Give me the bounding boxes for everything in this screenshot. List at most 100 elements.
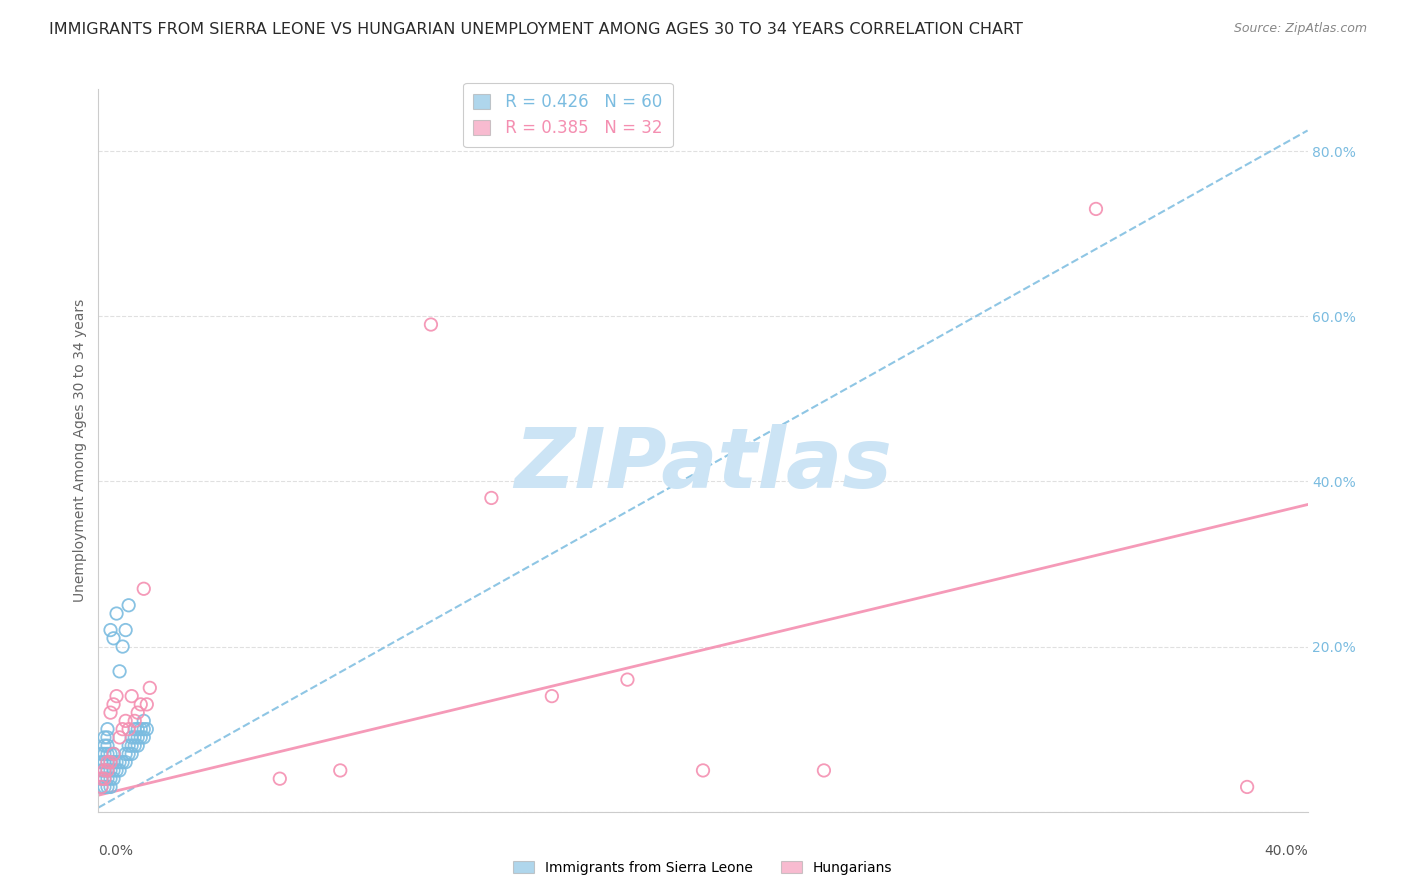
Point	[121, 689, 143, 703]
Point	[135, 722, 157, 736]
Point	[616, 673, 638, 687]
Point	[96, 755, 118, 769]
Point	[93, 747, 115, 761]
Point	[127, 739, 149, 753]
Point	[118, 739, 141, 753]
Point	[329, 764, 352, 778]
Point	[103, 632, 125, 646]
Point	[90, 780, 112, 794]
Text: 0.0%: 0.0%	[98, 844, 134, 858]
Point	[127, 722, 149, 736]
Point	[90, 755, 112, 769]
Point	[96, 722, 118, 736]
Text: 40.0%: 40.0%	[1264, 844, 1308, 858]
Point	[96, 747, 118, 761]
Point	[96, 780, 118, 794]
Point	[124, 714, 146, 728]
Y-axis label: Unemployment Among Ages 30 to 34 years: Unemployment Among Ages 30 to 34 years	[73, 299, 87, 602]
Point	[90, 772, 112, 786]
Point	[114, 747, 136, 761]
Point	[1085, 202, 1108, 216]
Point	[540, 689, 562, 703]
Point	[121, 747, 143, 761]
Point	[132, 731, 155, 745]
Point	[108, 731, 131, 745]
Point	[96, 772, 118, 786]
Point	[93, 772, 115, 786]
Point	[103, 747, 125, 761]
Legend:  R = 0.426   N = 60,  R = 0.385   N = 32: R = 0.426 N = 60, R = 0.385 N = 32	[464, 83, 672, 147]
Point	[481, 491, 503, 505]
Point	[129, 722, 152, 736]
Point	[100, 780, 122, 794]
Point	[90, 764, 112, 778]
Point	[103, 772, 125, 786]
Legend: Immigrants from Sierra Leone, Hungarians: Immigrants from Sierra Leone, Hungarians	[508, 855, 898, 880]
Point	[93, 764, 115, 778]
Point	[135, 698, 157, 712]
Point	[118, 599, 141, 613]
Point	[111, 640, 134, 654]
Point	[129, 698, 152, 712]
Point	[93, 731, 115, 745]
Point	[96, 731, 118, 745]
Point	[127, 731, 149, 745]
Point	[132, 722, 155, 736]
Point	[124, 731, 146, 745]
Point	[121, 739, 143, 753]
Point	[420, 318, 443, 332]
Point	[118, 747, 141, 761]
Point	[105, 689, 128, 703]
Point	[105, 755, 128, 769]
Point	[111, 755, 134, 769]
Point	[93, 764, 115, 778]
Text: Source: ZipAtlas.com: Source: ZipAtlas.com	[1233, 22, 1367, 36]
Point	[105, 764, 128, 778]
Point	[100, 764, 122, 778]
Point	[90, 772, 112, 786]
Point	[96, 739, 118, 753]
Point	[1236, 780, 1258, 794]
Point	[269, 772, 291, 786]
Point	[124, 722, 146, 736]
Point	[103, 755, 125, 769]
Point	[100, 755, 122, 769]
Point	[114, 623, 136, 637]
Point	[93, 780, 115, 794]
Point	[96, 764, 118, 778]
Point	[121, 731, 143, 745]
Point	[114, 755, 136, 769]
Point	[108, 764, 131, 778]
Point	[118, 722, 141, 736]
Point	[111, 722, 134, 736]
Point	[127, 706, 149, 720]
Point	[813, 764, 835, 778]
Point	[139, 681, 162, 695]
Point	[96, 755, 118, 769]
Point	[103, 764, 125, 778]
Point	[108, 665, 131, 679]
Text: IMMIGRANTS FROM SIERRA LEONE VS HUNGARIAN UNEMPLOYMENT AMONG AGES 30 TO 34 YEARS: IMMIGRANTS FROM SIERRA LEONE VS HUNGARIA…	[49, 22, 1024, 37]
Point	[93, 755, 115, 769]
Point	[129, 731, 152, 745]
Point	[132, 714, 155, 728]
Point	[96, 764, 118, 778]
Point	[103, 747, 125, 761]
Point	[100, 623, 122, 637]
Text: ZIPatlas: ZIPatlas	[515, 425, 891, 506]
Point	[100, 706, 122, 720]
Point	[132, 582, 155, 596]
Point	[124, 739, 146, 753]
Point	[692, 764, 714, 778]
Point	[90, 780, 112, 794]
Point	[93, 772, 115, 786]
Point	[108, 755, 131, 769]
Point	[100, 755, 122, 769]
Point	[90, 747, 112, 761]
Point	[114, 714, 136, 728]
Point	[103, 698, 125, 712]
Point	[105, 607, 128, 621]
Point	[93, 739, 115, 753]
Point	[100, 772, 122, 786]
Point	[100, 747, 122, 761]
